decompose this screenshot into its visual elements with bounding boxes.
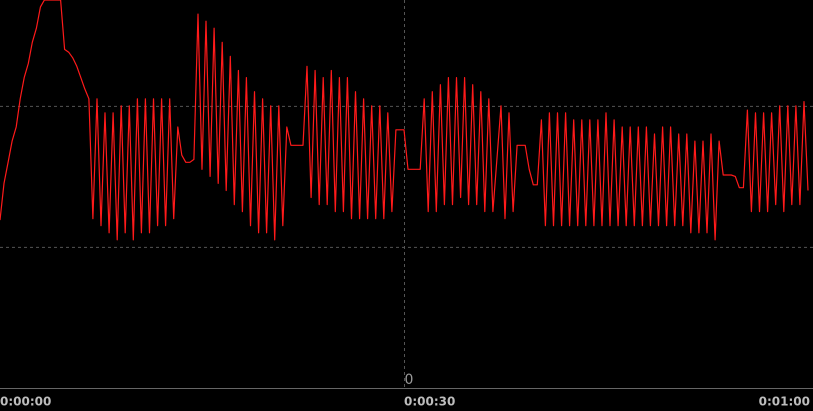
x-tick-label: 0:00:00 (0, 395, 51, 409)
data-line (0, 0, 809, 241)
x-tick-label: 0:01:00 (759, 395, 810, 409)
y-tick-label: 0 (405, 372, 414, 388)
x-tick-label: 0:00:30 (404, 395, 455, 409)
